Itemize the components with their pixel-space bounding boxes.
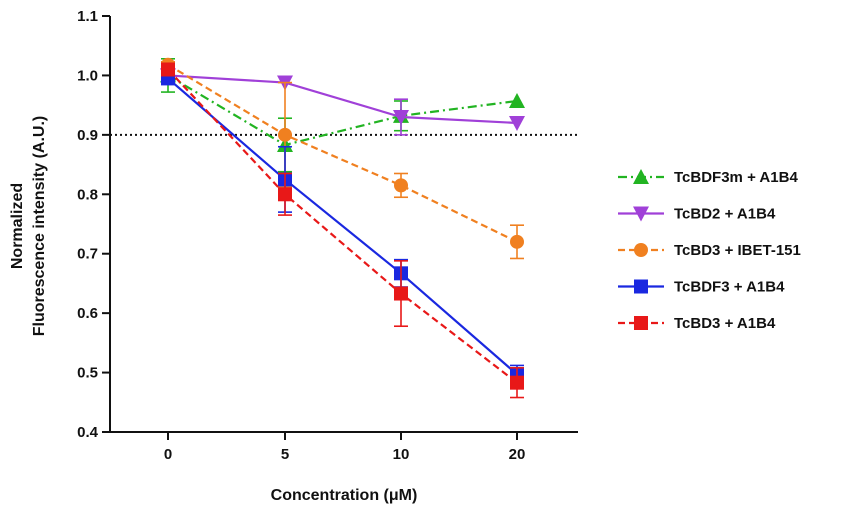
x-tick-label: 20 [509, 446, 526, 463]
legend-entry: TcBDF3 + A1B4 [618, 279, 785, 296]
series-line [167, 74, 518, 125]
data-point [393, 110, 409, 126]
legend-entry: TcBDF3m + A1B4 [618, 169, 798, 186]
y-tick-label: 0.9 [77, 127, 98, 144]
legend-entry: TcBD2 + A1B4 [618, 206, 776, 223]
x-tick-label: 5 [281, 446, 289, 463]
series-line [167, 63, 518, 243]
data-point [509, 92, 525, 108]
data-point [278, 127, 292, 142]
x-tick-label: 10 [393, 446, 410, 463]
y-tick-label: 0.6 [77, 305, 98, 322]
series-2 [161, 57, 524, 260]
y-axis-title-line1: Normalized [9, 183, 26, 269]
y-tick-label: 0.7 [77, 246, 98, 263]
series-line [167, 77, 518, 376]
y-axis-title-line2: Fluorescence intensity (A.U.) [31, 116, 48, 337]
data-point [394, 178, 408, 193]
series-0 [160, 57, 525, 173]
series-line [167, 74, 518, 147]
legend-label: TcBD2 + A1B4 [674, 206, 776, 223]
data-point [278, 187, 292, 202]
data-point [394, 286, 408, 301]
data-point [510, 375, 524, 390]
y-tick-label: 1.0 [77, 67, 98, 84]
legend-marker [634, 279, 648, 294]
legend-entry: TcBD3 + IBET-151 [618, 242, 801, 259]
x-axis-title: Concentration (μM) [271, 487, 418, 504]
legend-marker [633, 206, 649, 222]
data-point [509, 115, 525, 131]
series-3 [161, 71, 524, 385]
legend-label: TcBD3 + A1B4 [674, 315, 776, 332]
legend-marker [634, 316, 648, 330]
y-tick-label: 1.1 [77, 8, 98, 25]
data-point [510, 234, 524, 249]
legend-entry: TcBD3 + A1B4 [618, 315, 776, 332]
data-point [161, 62, 175, 77]
legend-label: TcBDF3m + A1B4 [674, 169, 798, 186]
y-tick-label: 0.8 [77, 186, 98, 203]
legend-marker [633, 169, 649, 184]
legend-label: TcBDF3 + A1B4 [674, 279, 785, 296]
legend-marker [634, 243, 648, 257]
legend-label: TcBD3 + IBET-151 [674, 242, 801, 259]
series-1 [160, 68, 525, 136]
x-tick-label: 0 [164, 446, 172, 463]
series-line [167, 68, 518, 384]
series-4 [161, 62, 524, 399]
y-tick-label: 0.5 [77, 365, 98, 382]
y-tick-label: 0.4 [77, 424, 99, 441]
